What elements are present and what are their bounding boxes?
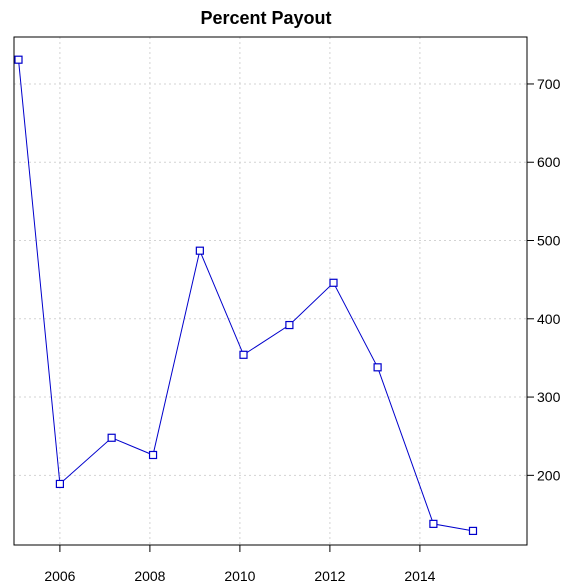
x-tick-label: 2008 [134,568,165,584]
y-tick-label: 400 [537,311,561,327]
y-tick-label: 200 [537,467,561,483]
data-point-marker [14,55,23,64]
data-point-marker [329,278,338,287]
data-point-marker [239,350,248,359]
series-layer [14,55,478,536]
data-point-marker [468,526,478,536]
data-point-marker [148,450,158,460]
y-tick-label: 600 [537,154,561,170]
y-tick-label: 300 [537,389,561,405]
x-tick-label: 2014 [404,568,435,584]
data-point-marker [285,320,294,330]
data-point-marker [195,246,204,255]
x-tick-label: 2012 [314,568,345,584]
data-point-marker [107,433,116,442]
data-point-marker [55,479,65,489]
y-tick-label: 700 [537,76,561,92]
chart-title: Percent Payout [200,8,331,28]
axes: 2006 2008 2010 2012 2014 200 300 400 500 600 700 [44,76,560,584]
series-line [18,59,474,532]
x-tick-label: 2010 [224,568,255,584]
data-point-marker [373,363,382,372]
x-tick-label: 2006 [44,568,75,584]
y-tick-label: 500 [537,233,561,249]
data-point-marker [429,519,438,528]
plot-area-frame [13,36,528,546]
gridlines [14,37,527,545]
